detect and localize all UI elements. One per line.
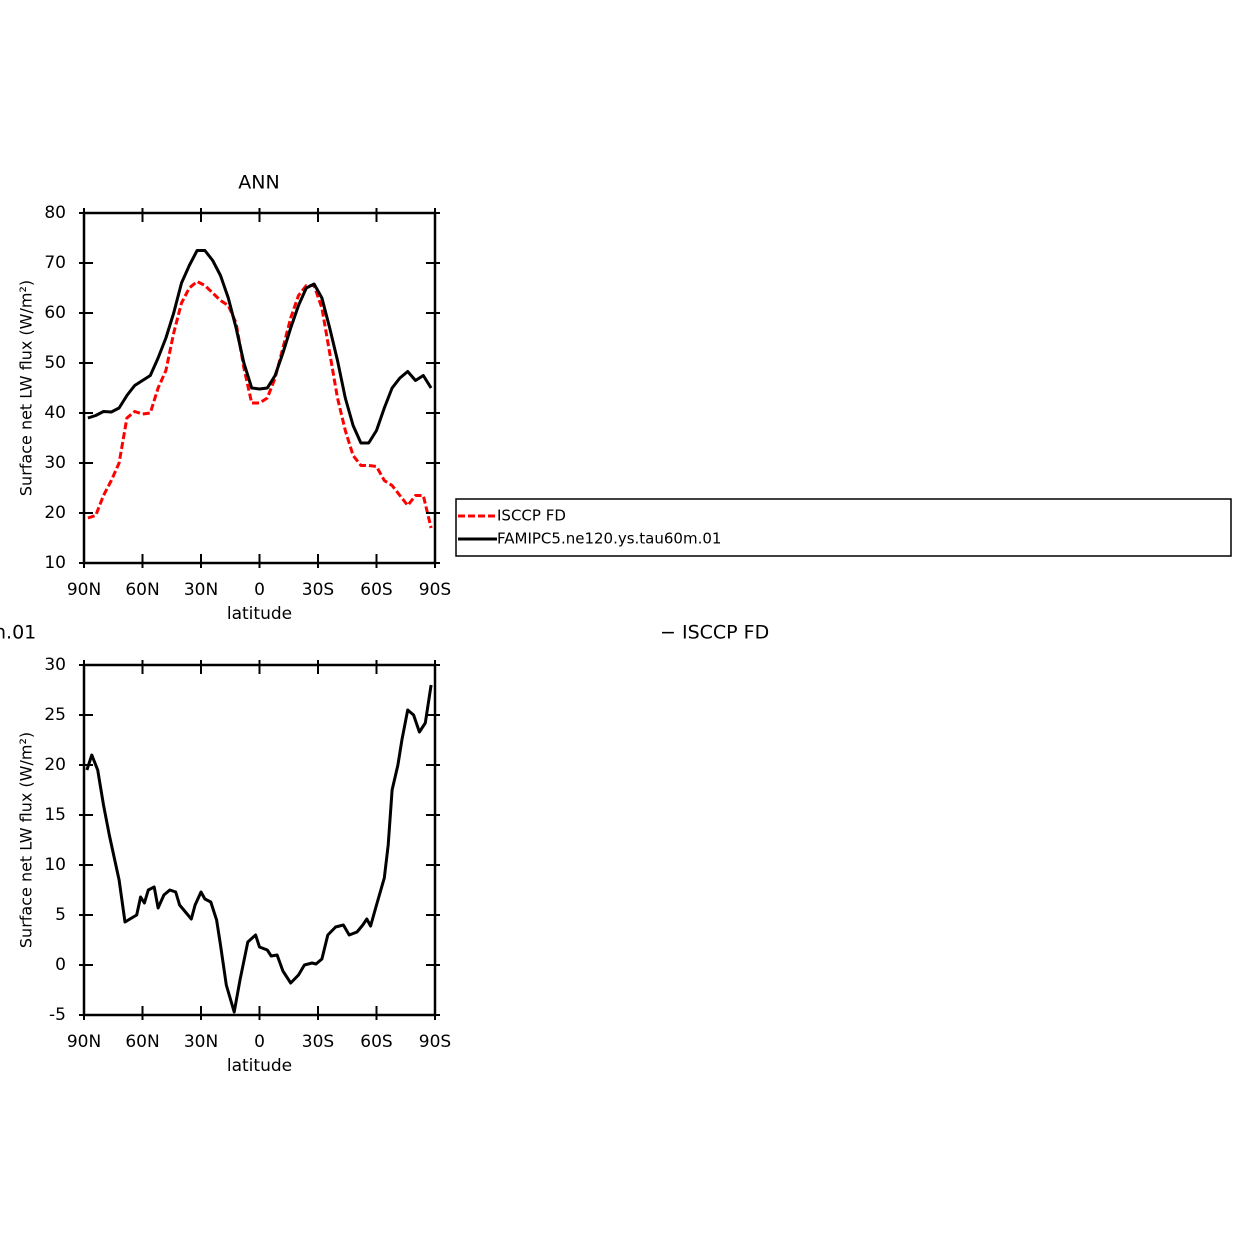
y-tick-label: -5 xyxy=(49,1005,66,1025)
series-line xyxy=(87,280,433,529)
y-tick-label: 15 xyxy=(44,805,66,825)
x-tick-label: 60S xyxy=(360,580,392,600)
chart-title: ANN xyxy=(238,172,279,194)
y-axis-label: Surface net LW flux (W/m²) xyxy=(17,732,36,948)
x-tick-label: 30S xyxy=(302,580,334,600)
x-tick-label: 30N xyxy=(184,1032,218,1052)
y-tick-label: 0 xyxy=(55,955,66,975)
x-tick-label: 30N xyxy=(184,580,218,600)
legend-label: FAMIPC5.ne120.ys.tau60m.01 xyxy=(497,530,721,548)
y-tick-label: 5 xyxy=(55,905,66,925)
x-tick-label: 0 xyxy=(254,1032,265,1052)
y-tick-label: 10 xyxy=(44,855,66,875)
y-tick-label: 50 xyxy=(44,353,66,373)
chart-title-fragment: − ISCCP FD xyxy=(660,622,769,644)
x-tick-label: 60S xyxy=(360,1032,392,1052)
x-tick-label: 60N xyxy=(125,1032,159,1052)
x-tick-label: 90N xyxy=(67,1032,101,1052)
y-tick-label: 70 xyxy=(44,253,66,273)
y-tick-label: 40 xyxy=(44,403,66,423)
y-tick-label: 30 xyxy=(44,655,66,675)
y-tick-label: 25 xyxy=(44,705,66,725)
x-axis-label: latitude xyxy=(227,604,292,624)
y-axis-label: Surface net LW flux (W/m²) xyxy=(17,280,36,496)
x-tick-label: 60N xyxy=(125,580,159,600)
y-tick-label: 10 xyxy=(44,553,66,573)
legend-box xyxy=(455,498,1232,557)
series-line xyxy=(85,684,433,1014)
y-tick-label: 60 xyxy=(44,303,66,323)
series-line xyxy=(87,249,433,445)
plot-frame xyxy=(82,663,437,1017)
x-tick-label: 30S xyxy=(302,1032,334,1052)
y-tick-label: 80 xyxy=(44,203,66,223)
y-tick-label: 30 xyxy=(44,453,66,473)
x-tick-label: 90S xyxy=(419,580,451,600)
x-tick-label: 90N xyxy=(67,580,101,600)
x-tick-label: 0 xyxy=(254,580,265,600)
x-axis-label: latitude xyxy=(227,1056,292,1076)
chart-title-fragment: n.01 xyxy=(0,622,36,644)
y-tick-label: 20 xyxy=(44,755,66,775)
y-tick-label: 20 xyxy=(44,503,66,523)
legend-label: ISCCP FD xyxy=(497,507,566,525)
x-tick-label: 90S xyxy=(419,1032,451,1052)
